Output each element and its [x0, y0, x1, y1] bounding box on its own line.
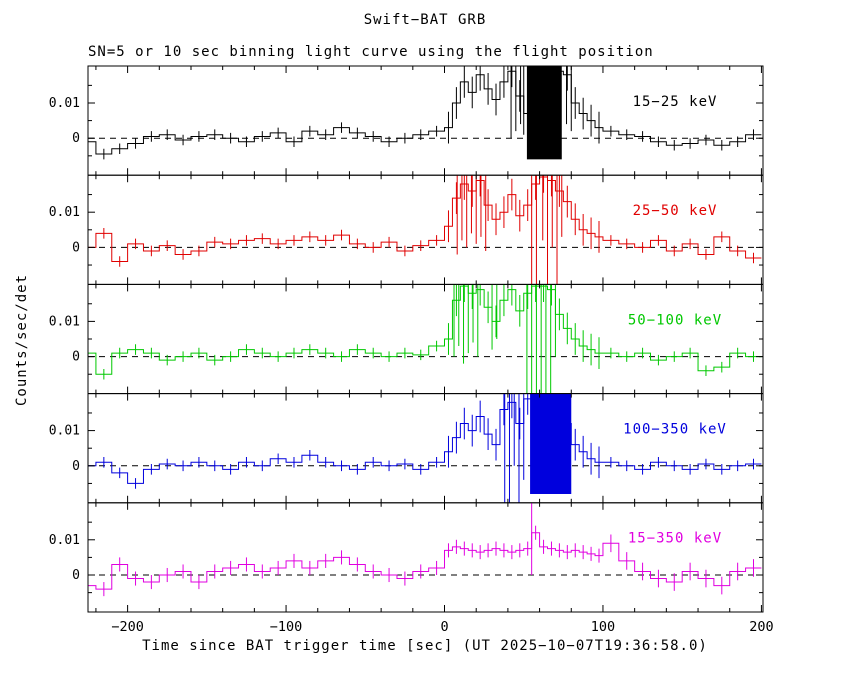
y-tick-label: 0 — [72, 350, 80, 365]
y-tick-label: 0 — [72, 459, 80, 474]
y-tick-label: 0.01 — [49, 96, 80, 111]
panel-100-350-keV: 0.01 0 100−350 keV — [49, 393, 764, 504]
x-tick-label: 100 — [591, 619, 615, 635]
step-line — [88, 67, 762, 155]
y-tick-label: 0 — [72, 568, 80, 583]
panel-frame — [87, 502, 764, 613]
panel-frame — [87, 393, 764, 504]
series-label: 50−100 keV — [628, 312, 722, 328]
x-tick-label: −200 — [111, 619, 144, 635]
series-15-25-keV — [88, 66, 762, 160]
panel-15-25-keV: 0.01 0 15−25 keV — [49, 65, 764, 176]
x-tick-label: −100 — [270, 619, 303, 635]
series-15-350-keV — [88, 502, 762, 597]
x-tick-label: 200 — [749, 619, 773, 635]
plot-subtitle: SN=5 or 10 sec binning light curve using… — [88, 44, 654, 60]
y-tick-label: 0.01 — [49, 314, 80, 329]
saturated-band — [526, 66, 562, 160]
saturated-band — [530, 393, 572, 494]
series-label: 15−350 keV — [628, 531, 722, 547]
series-25-50-keV — [88, 175, 762, 285]
y-tick-label: 0.01 — [49, 533, 80, 548]
series-50-100-keV — [88, 284, 762, 394]
y-axis-label: Counts/sec/det — [14, 273, 30, 407]
panel-frame — [87, 283, 764, 395]
panel-frame — [87, 174, 764, 285]
step-line — [88, 285, 762, 375]
page-title: Swift−BAT GRB — [363, 12, 487, 28]
y-tick-label: 0 — [72, 131, 80, 146]
panel-15-350-keV: 0.01 0 15−350 keV — [49, 502, 764, 613]
series-label: 100−350 keV — [623, 422, 727, 438]
series-label: 15−25 keV — [633, 94, 718, 110]
series-label: 25−50 keV — [633, 203, 718, 219]
panel-50-100-keV: 0.01 0 50−100 keV — [49, 283, 764, 395]
y-tick-label: 0.01 — [49, 424, 80, 439]
panel-25-50-keV: 0.01 0 25−50 keV — [49, 174, 764, 285]
y-tick-label: 0 — [72, 240, 80, 255]
x-tick-label: 0 — [440, 619, 448, 635]
panel-frame — [87, 65, 764, 176]
x-axis-label: Time since BAT trigger time [sec] (UT 20… — [142, 638, 708, 654]
series-100-350-keV — [88, 393, 762, 503]
y-tick-label: 0.01 — [49, 205, 80, 220]
step-line — [88, 394, 762, 484]
